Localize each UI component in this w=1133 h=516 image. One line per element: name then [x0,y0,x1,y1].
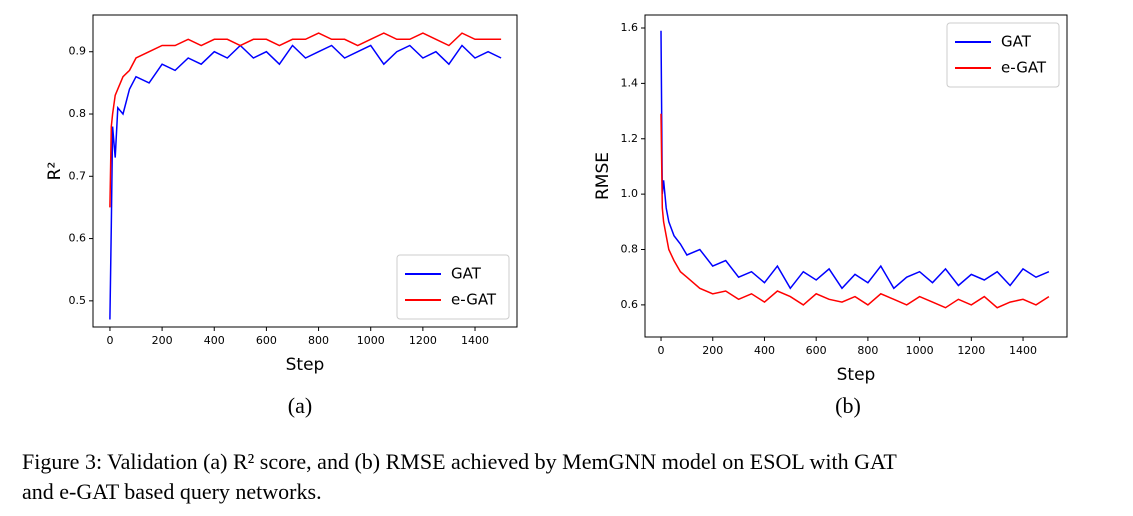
x-tick-label: 800 [308,334,329,347]
y-tick-label: 0.5 [69,294,87,307]
x-tick-label: 1000 [357,334,385,347]
x-tick-label: 1200 [957,344,985,357]
y-tick-label: 1.6 [621,21,639,34]
legend: GAT e-GAT [946,22,1060,88]
legend-label: e-GAT [1001,59,1047,77]
x-tick-label: 600 [806,344,827,357]
plot-frame [92,14,518,328]
y-tick-label: 0.6 [621,298,639,311]
legend-label: GAT [451,265,482,283]
x-tick-label: 1000 [906,344,934,357]
plot-frame [644,14,1068,338]
legend-box [946,22,1060,88]
caption-line: and e-GAT based query networks. [22,479,322,504]
x-tick-label: 1400 [461,334,489,347]
x-tick-label: 1200 [409,334,437,347]
series-line [660,30,1050,290]
y-tick-label: 1.4 [621,76,639,89]
y-axis-label: RMSE [593,152,613,200]
x-tick-label: 0 [106,334,113,347]
subcaption: (b) [835,393,861,418]
x-tick-label: 0 [658,344,665,357]
series-line [660,113,1050,309]
y-tick-label: 1.2 [621,132,639,145]
x-tick-label: 600 [256,334,277,347]
y-tick-label: 0.7 [69,169,87,182]
legend-label: e-GAT [451,291,497,309]
series-line [109,32,502,208]
legend-label: GAT [1001,33,1032,51]
x-tick-label: 400 [204,334,225,347]
caption-line: Figure 3: Validation (a) R² score, and (… [22,449,897,474]
y-tick-label: 0.8 [69,107,87,120]
x-axis-label: Step [286,355,325,375]
x-axis-label: Step [837,365,876,385]
y-axis-label: R² [45,162,65,181]
y-tick-label: 0.9 [69,45,87,58]
legend-box [396,254,510,320]
series-line [109,44,502,320]
y-tick-label: 0.8 [621,243,639,256]
x-tick-label: 400 [754,344,775,357]
y-tick-label: 0.6 [69,232,87,245]
y-tick-label: 1.0 [621,187,639,200]
subcaption: (a) [288,393,312,418]
legend: GAT e-GAT [396,254,510,320]
x-tick-label: 1400 [1009,344,1037,357]
x-tick-label: 800 [857,344,878,357]
x-tick-label: 200 [702,344,723,357]
x-tick-label: 200 [152,334,173,347]
